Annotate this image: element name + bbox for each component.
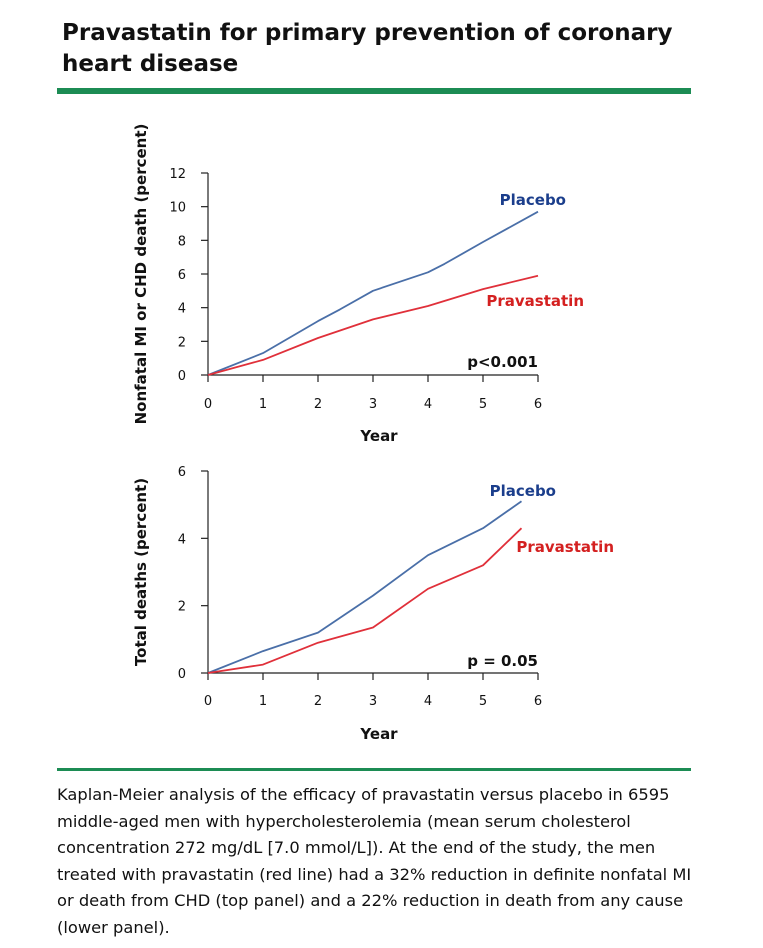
x-tick-label: 5	[479, 397, 487, 412]
x-axis-title: Year	[359, 725, 398, 743]
x-axis-title: Year	[359, 427, 398, 445]
pravastatin-series-line	[207, 274, 539, 376]
x-tick-label: 4	[424, 397, 432, 412]
y-tick-label: 2	[178, 335, 186, 350]
top-divider	[57, 88, 691, 94]
pravastatin-series-line	[207, 527, 523, 674]
placebo-series-label: Placebo	[500, 191, 566, 209]
x-tick-label: 3	[369, 397, 377, 412]
y-tick-label: 0	[178, 667, 186, 682]
y-tick-label: 6	[178, 465, 186, 480]
y-tick-label: 0	[178, 369, 186, 384]
y-tick-label: 12	[169, 167, 186, 182]
placebo-series-label: Placebo	[490, 482, 556, 500]
placebo-series-line	[207, 500, 523, 674]
x-tick-label: 0	[204, 694, 212, 709]
x-tick-label: 3	[369, 694, 377, 709]
y-tick-label: 8	[178, 234, 186, 249]
x-tick-label: 6	[534, 397, 542, 412]
pravastatin-series-label: Pravastatin	[516, 538, 614, 556]
x-tick-label: 2	[314, 694, 322, 709]
y-tick-label: 6	[178, 268, 186, 283]
caption-divider	[57, 768, 691, 771]
placebo-series-line	[207, 210, 539, 376]
bottom-panel-chart: 0 1 2 3 4 5 6 0 2 4 6 Year Total deaths (percent) Pla…	[132, 465, 614, 743]
x-tick-label: 0	[204, 397, 212, 412]
p-value-annotation: p<0.001	[467, 353, 538, 371]
p-value-annotation: p = 0.05	[467, 652, 538, 670]
x-tick-label: 2	[314, 397, 322, 412]
y-tick-label: 4	[178, 302, 186, 317]
x-tick-label: 1	[259, 397, 267, 412]
x-tick-label: 5	[479, 694, 487, 709]
y-tick-label: 2	[178, 600, 186, 615]
y-tick-label: 4	[178, 532, 186, 547]
y-axis-title: Total deaths (percent)	[132, 478, 150, 666]
figure-caption: Kaplan-Meier analysis of the efficacy of…	[57, 785, 692, 937]
figure-title: Pravastatin for primary prevention of co…	[62, 20, 673, 77]
x-tick-label: 1	[259, 694, 267, 709]
y-axis-title: Nonfatal MI or CHD death (percent)	[132, 124, 150, 425]
x-tick-label: 4	[424, 694, 432, 709]
y-tick-label: 10	[169, 201, 186, 216]
x-tick-label: 6	[534, 694, 542, 709]
pravastatin-series-label: Pravastatin	[486, 292, 584, 310]
